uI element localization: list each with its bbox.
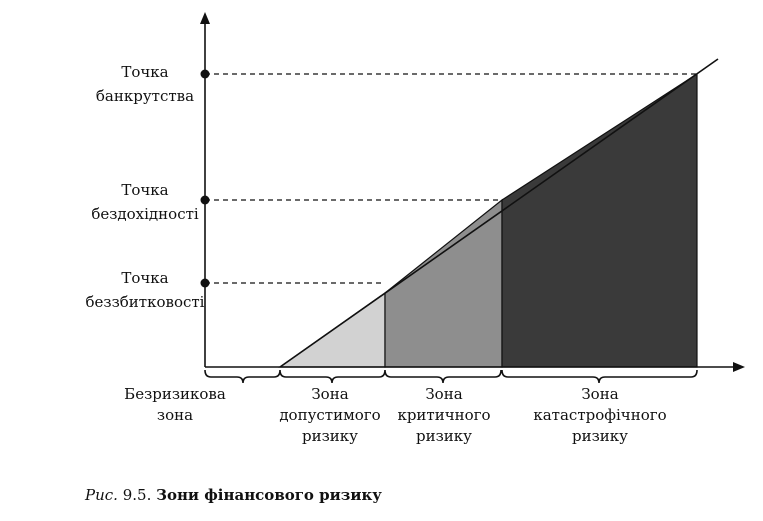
risk-line [279,58,719,368]
y-arrow [200,12,210,24]
point-label: Точка [121,181,168,199]
x-arrow [733,362,745,372]
point-dot [200,69,210,79]
zone-label: катастрофічного [533,406,666,424]
zone-critical [384,198,503,368]
caption-number: 9.5. [123,486,152,504]
point-label: Точка [121,63,168,81]
zone-label: ризику [572,427,628,445]
zone-label: допустимого [279,406,380,424]
zone-braces [204,369,698,384]
caption-text: Зони фінансового ризику [156,486,382,504]
zone-label: зона [157,406,193,424]
point-dot [200,278,210,288]
zone-catastrophic [501,72,698,368]
point-label: Точка [121,269,168,287]
zone-label: критичного [397,406,490,424]
zone-labels: Безризикова зона Зона допустимого ризику… [124,385,666,445]
caption-label: Рис. [84,486,118,504]
point-dot [200,195,210,205]
zone-label: Безризикова [124,385,226,403]
point-labels: Точка банкрутства Точка бездохідності То… [86,63,205,311]
caption: Рис. 9.5. Зони фінансового ризику [84,486,382,504]
point-label: банкрутства [96,87,194,105]
point-label: беззбитковості [86,293,205,311]
zone-label: Зона [311,385,348,403]
zone-label: ризику [302,427,358,445]
zone-label: Зона [581,385,618,403]
point-label: бездохідності [91,205,199,223]
zone-label: Зона [425,385,462,403]
zone-label: ризику [416,427,472,445]
